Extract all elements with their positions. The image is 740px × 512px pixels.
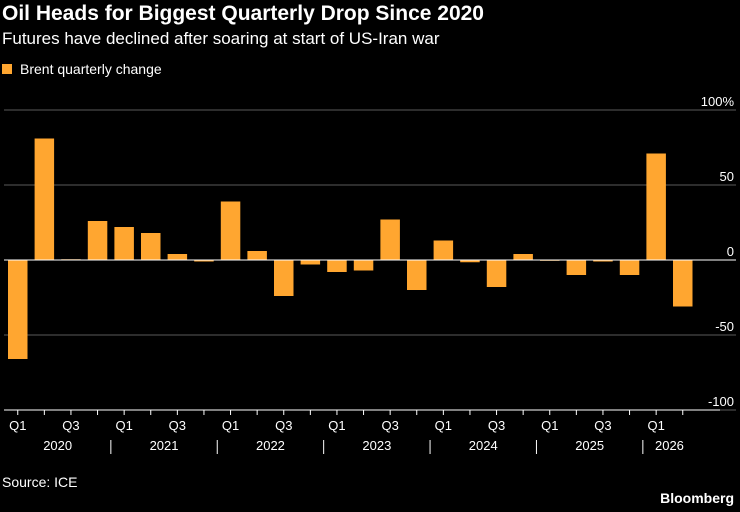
bar (167, 254, 188, 260)
bar (593, 260, 613, 262)
bar (34, 138, 55, 260)
bar (433, 240, 454, 260)
chart-legend: Brent quarterly change (2, 61, 162, 77)
bar (274, 260, 294, 296)
y-tick-label: -50 (715, 319, 734, 334)
bar (300, 260, 321, 265)
bar (8, 260, 28, 359)
x-year-label: 2022 (256, 438, 285, 453)
bar (87, 221, 108, 260)
bar (194, 260, 214, 262)
y-tick-label: 50 (720, 169, 734, 184)
x-quarter-label: Q3 (275, 418, 292, 433)
bar (114, 227, 134, 260)
y-tick-label: 0 (727, 244, 734, 259)
x-quarter-label: Q1 (435, 418, 452, 433)
x-year-label: 2023 (362, 438, 391, 453)
x-year-label: 2026 (655, 438, 684, 453)
bar (353, 260, 374, 271)
y-tick-label: -100 (708, 394, 734, 409)
x-year-label: 2025 (575, 438, 604, 453)
bar (486, 260, 507, 287)
x-quarter-label: Q3 (381, 418, 398, 433)
x-quarter-label: Q1 (328, 418, 345, 433)
x-quarter-label: Q1 (541, 418, 558, 433)
x-quarter-label: Q1 (9, 418, 26, 433)
bar (673, 260, 693, 307)
bar (513, 254, 533, 260)
brand-logo: Bloomberg (660, 490, 734, 506)
x-quarter-label: Q3 (488, 418, 505, 433)
bar (247, 251, 267, 260)
x-quarter-label: Q1 (115, 418, 132, 433)
bar-chart: 100% 50 0 -50 -100 Q1 Q3 Q1 Q3 Q1 Q3 Q1 Q3 Q1 Q3 Q1 Q3 Q1… (4, 94, 736, 454)
x-quarter-label: Q3 (62, 418, 79, 433)
bar (460, 260, 480, 263)
x-year-label: 2024 (469, 438, 498, 453)
x-quarter-label: Q3 (594, 418, 611, 433)
x-quarter-label: Q1 (647, 418, 664, 433)
bar (380, 219, 400, 260)
bar (407, 260, 427, 290)
x-year-label: 2020 (43, 438, 72, 453)
bar (141, 233, 161, 260)
bar (327, 260, 347, 272)
chart-title: Oil Heads for Biggest Quarterly Drop Sin… (2, 2, 484, 25)
y-tick-label: 100% (701, 94, 735, 109)
legend-label: Brent quarterly change (20, 61, 162, 77)
x-quarter-label: Q1 (222, 418, 239, 433)
bar (646, 153, 666, 260)
x-year-label: 2021 (150, 438, 179, 453)
bar (566, 260, 587, 275)
legend-swatch (2, 64, 12, 74)
source-note: Source: ICE (2, 474, 78, 490)
chart-subtitle: Futures have declined after soaring at s… (2, 29, 440, 48)
bar (220, 201, 241, 260)
bar (619, 260, 640, 275)
x-quarter-label: Q3 (169, 418, 186, 433)
